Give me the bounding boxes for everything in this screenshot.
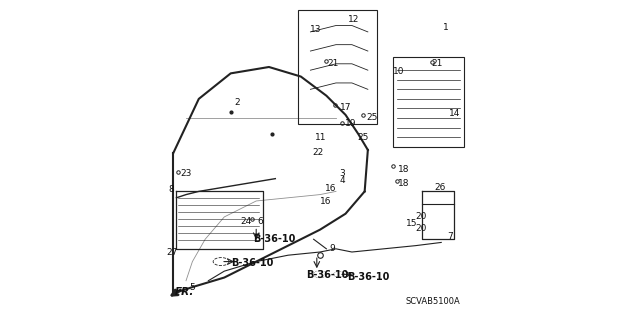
- Text: 17: 17: [340, 103, 351, 112]
- Text: B-36-10: B-36-10: [253, 234, 296, 244]
- Text: 21: 21: [327, 59, 339, 68]
- Text: 10: 10: [394, 67, 405, 76]
- Text: 3: 3: [339, 169, 345, 178]
- Text: 4: 4: [339, 176, 345, 185]
- Text: B-36-10: B-36-10: [347, 272, 390, 282]
- Text: 25: 25: [358, 133, 369, 142]
- Text: 8: 8: [168, 185, 174, 194]
- Text: 16: 16: [320, 197, 332, 206]
- Text: 21: 21: [431, 59, 443, 68]
- Bar: [394, 57, 463, 147]
- Text: 7: 7: [447, 232, 453, 241]
- Text: 11: 11: [316, 133, 326, 142]
- Text: 22: 22: [312, 148, 323, 157]
- Text: 16: 16: [324, 184, 336, 193]
- Text: 19: 19: [345, 119, 356, 128]
- Text: 13: 13: [310, 25, 321, 34]
- Text: 6: 6: [258, 217, 264, 226]
- Text: 20: 20: [415, 224, 426, 233]
- Text: 26: 26: [434, 183, 445, 192]
- Text: 12: 12: [348, 15, 360, 24]
- Text: 18: 18: [398, 165, 410, 174]
- Text: 27: 27: [166, 249, 177, 257]
- Text: B-36-10: B-36-10: [306, 270, 348, 279]
- Text: 18: 18: [398, 179, 410, 188]
- Text: 23: 23: [180, 169, 192, 178]
- Text: 25: 25: [366, 113, 378, 122]
- Text: 14: 14: [449, 109, 461, 118]
- Text: 15: 15: [406, 219, 417, 228]
- Text: 9: 9: [330, 244, 335, 253]
- Text: 20: 20: [415, 212, 426, 221]
- Text: FR.: FR.: [175, 287, 194, 297]
- Text: B-36-10: B-36-10: [230, 258, 273, 268]
- Bar: [298, 10, 378, 124]
- Text: 24: 24: [240, 217, 252, 226]
- Text: 5: 5: [189, 283, 195, 292]
- Text: 1: 1: [443, 23, 449, 32]
- Text: SCVAB5100A: SCVAB5100A: [406, 297, 460, 306]
- Text: 2: 2: [234, 98, 239, 107]
